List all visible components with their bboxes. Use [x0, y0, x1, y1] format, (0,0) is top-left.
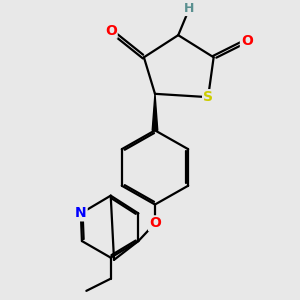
- Text: O: O: [149, 216, 161, 230]
- Text: O: O: [105, 24, 117, 38]
- Text: S: S: [203, 90, 213, 104]
- Text: O: O: [241, 34, 253, 48]
- Text: N: N: [75, 206, 87, 220]
- Polygon shape: [152, 94, 158, 130]
- Text: H: H: [184, 2, 194, 15]
